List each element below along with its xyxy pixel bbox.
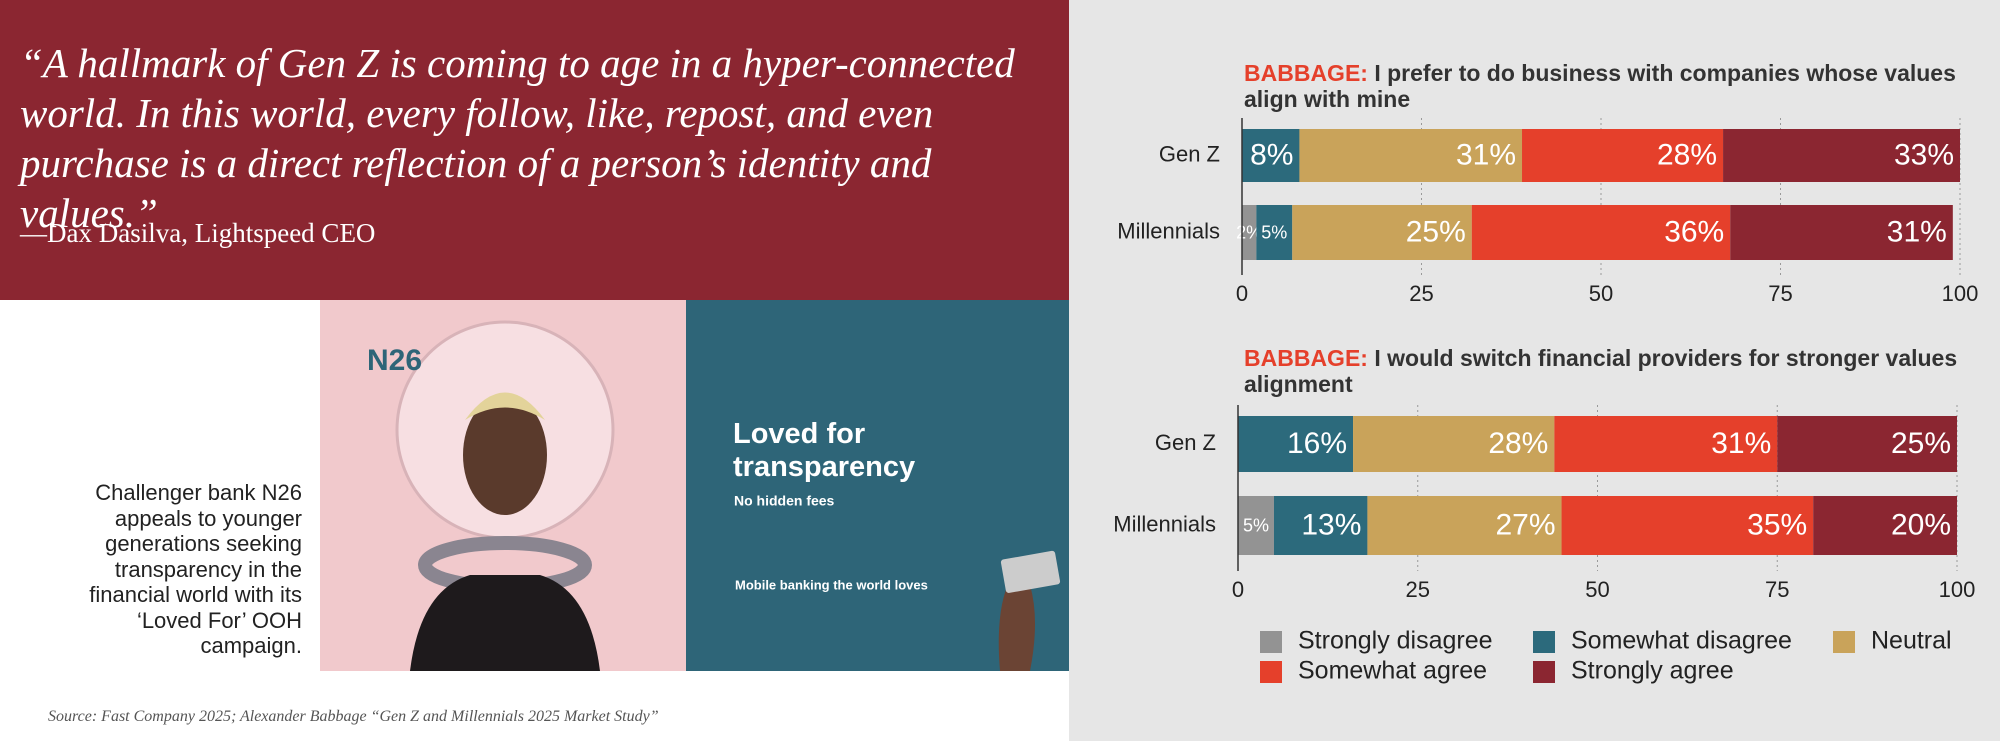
chart-title: BABBAGE: I would switch financial provid… [1244,345,1964,397]
legend-swatch [1260,631,1282,653]
bar-segment [1561,496,1814,555]
value-label: 25% [1406,215,1466,248]
hand [998,580,1035,671]
x-tick-label: 50 [1585,577,1609,602]
bar-segment [1367,496,1562,555]
legend-swatch [1533,631,1555,653]
chart-title: BABBAGE: I prefer to do business with co… [1244,60,1964,112]
title-text: I would switch financial providers for s… [1244,345,1958,397]
value-label: 5% [1261,222,1287,242]
bar-segment [1242,205,1257,260]
value-label: 36% [1664,215,1724,248]
bar-segment [1353,416,1555,472]
hair [465,392,545,420]
bar-segment [1522,129,1724,182]
value-label: 20% [1891,508,1951,541]
face [463,395,547,515]
quote: “A hallmark of Gen Z is coming to age in… [20,40,1015,236]
title-prefix: BABBAGE: [1244,60,1368,86]
value-label: 31% [1456,138,1516,171]
bar-segment [1238,496,1274,555]
value-label: 31% [1711,427,1771,460]
quote-panel [0,0,1069,300]
value-label: 5% [1243,515,1269,535]
ad-subhead: No hidden fees [734,493,835,509]
ad-logo: N26 [367,344,422,377]
x-tick-label: 0 [1232,577,1244,602]
bar-segment [1299,129,1523,182]
legend-label: Somewhat disagree [1571,627,1792,655]
x-tick-label: 25 [1409,281,1433,306]
legend-swatch [1533,661,1555,683]
x-tick-label: 25 [1406,577,1430,602]
legend-label: Neutral [1871,627,1952,655]
category-label: Gen Z [1159,141,1220,166]
category-label: Millennials [1113,511,1216,536]
title-text: I prefer to do business with companies w… [1244,60,1956,112]
bar-segment [1238,416,1354,472]
source: Source: Fast Company 2025; Alexander Bab… [48,708,659,725]
value-label: 28% [1657,138,1717,171]
legend-label: Strongly agree [1571,657,1734,685]
caption: Challenger bank N26 appeals to younger g… [89,480,302,658]
category-label: Gen Z [1155,430,1216,455]
x-tick-label: 50 [1589,281,1613,306]
body [410,575,600,671]
category-label: Millennials [1117,218,1220,243]
bar-segment [1242,129,1300,182]
legend-swatch [1833,631,1855,653]
x-tick-label: 0 [1236,281,1248,306]
value-label: 28% [1488,427,1548,460]
value-label: 35% [1747,508,1807,541]
legend-label: Somewhat agree [1298,657,1487,685]
x-tick-label: 75 [1765,577,1789,602]
title-prefix: BABBAGE: [1244,345,1368,371]
value-label: 33% [1894,138,1954,171]
legend-swatch [1260,661,1282,683]
bar-segment [1256,205,1293,260]
bar-segment [1273,496,1368,555]
ad-headline: Loved for transparency [733,418,916,483]
bar-segment [1292,205,1472,260]
bar-segment [1813,496,1957,555]
value-label: 16% [1287,427,1347,460]
x-tick-label: 75 [1768,281,1792,306]
chart-panel [1069,0,2000,741]
x-tick-label: 100 [1939,577,1976,602]
value-label: 27% [1496,508,1556,541]
x-tick-label: 100 [1942,281,1979,306]
value-label: 13% [1301,508,1361,541]
bar-segment [1554,416,1778,472]
bar-segment [1730,205,1953,260]
legend-label: Strongly disagree [1298,627,1493,655]
bar-segment [1471,205,1731,260]
value-label: 8% [1250,138,1293,171]
ad-tagline: Mobile banking the world loves [735,577,928,592]
bar-segment [1777,416,1957,472]
value-label: 25% [1891,427,1951,460]
bar-segment [1723,129,1960,182]
attribution: —Dax Dasilva, Lightspeed CEO [20,218,376,248]
value-label: 31% [1887,215,1947,248]
card [1000,550,1061,593]
